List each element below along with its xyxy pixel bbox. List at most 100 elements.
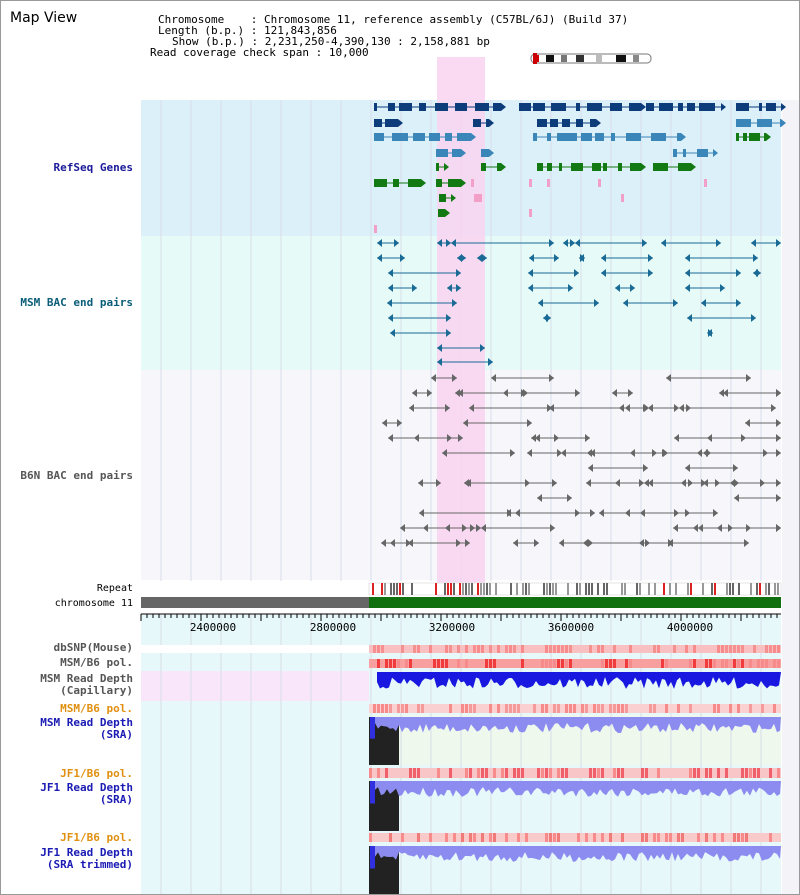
- repeat-element: [471, 583, 473, 595]
- jf1-b6-pol-bar-2-mark: [769, 833, 772, 842]
- track-label-dbsnp[interactable]: dbSNP(Mouse): [53, 641, 133, 654]
- track-label-msm-b6-pol-2[interactable]: MSM/B6 pol.: [60, 702, 133, 715]
- bac-end-left: [687, 314, 692, 322]
- jf1-b6-pol-bar-2-mark: [473, 833, 476, 842]
- bac-end-right: [776, 524, 781, 532]
- jf1-trim-depth-edge: [370, 846, 375, 869]
- bac-end-left: [701, 299, 706, 307]
- bac-end-left: [537, 494, 542, 502]
- dbsnp-bar-mark: [553, 645, 556, 653]
- gene-arrow: [501, 163, 506, 171]
- jf1-b6-pol-bar-2-mark: [593, 833, 596, 842]
- repeat-element: [567, 583, 569, 595]
- track-label-jf1-b6-pol[interactable]: JF1/B6 pol.: [60, 767, 133, 780]
- bac-end-left: [644, 479, 649, 487]
- msm-b6-pol-bar-mark: [601, 659, 604, 668]
- bac-end-left: [751, 239, 756, 247]
- gene-fragment: [529, 179, 532, 187]
- jf1-b6-pol-bar-mark: [537, 768, 540, 778]
- msm-b6-pol-bar-mark: [773, 659, 776, 668]
- gene-exon: [448, 179, 461, 187]
- msm-sra-depth: [375, 717, 781, 733]
- track-label-jf1-b6-pol-2[interactable]: JF1/B6 pol.: [60, 831, 133, 844]
- bac-end-right: [776, 239, 781, 247]
- gene-arrow: [766, 133, 771, 141]
- jf1-b6-pol-bar-mark: [545, 768, 548, 778]
- gene-exon: [452, 149, 461, 157]
- track-label-b6n-bac[interactable]: B6N BAC end pairs: [20, 469, 133, 482]
- bac-end-right: [574, 269, 579, 277]
- msm-b6-pol-bar-2-mark: [621, 704, 624, 713]
- gene-exon: [611, 133, 615, 141]
- msm-b6-pol-bar-2-mark: [401, 704, 404, 713]
- msm-b6-pol-bar-2-mark: [397, 704, 400, 713]
- bac-end-right: [527, 419, 532, 427]
- track-label-refseq[interactable]: RefSeq Genes: [53, 161, 133, 174]
- dbsnp-bar-mark: [509, 645, 512, 653]
- bac-end-left: [583, 539, 588, 547]
- dbsnp-bar-mark: [733, 645, 736, 653]
- gene-exon: [408, 179, 421, 187]
- repeat-element: [384, 583, 386, 595]
- gene-exon: [630, 163, 641, 171]
- track-label-msm-bac[interactable]: MSM BAC end pairs: [20, 296, 133, 309]
- coverage-value: 10,000: [328, 46, 369, 59]
- gene-arrow: [501, 103, 506, 111]
- bac-end-left: [575, 239, 580, 247]
- jf1-b6-pol-bar-mark: [621, 768, 624, 778]
- dbsnp-bar-mark: [477, 645, 480, 653]
- msm-b6-pol-bar-2-mark: [585, 704, 588, 713]
- jf1-b6-pol-bar-2-mark: [417, 833, 420, 842]
- gene-exon: [576, 119, 583, 127]
- repeat-element: [444, 583, 446, 595]
- msm-b6-pol-bar-mark: [661, 659, 664, 668]
- gene-exon: [677, 133, 681, 141]
- jf1-b6-pol-bar-mark: [749, 768, 752, 778]
- ideogram-band: [546, 55, 554, 62]
- msm-b6-pol-bar-mark: [689, 659, 692, 668]
- track-label-chromosome: chromosome 11: [54, 598, 133, 609]
- jf1-b6-pol-bar-2-mark: [653, 833, 656, 842]
- bac-end-left: [586, 479, 591, 487]
- jf1-b6-pol-bar-2-mark: [505, 833, 508, 842]
- gene-exon: [736, 103, 749, 111]
- track-label-jf1-depth-trimmed[interactable]: JF1 Read Depth (SRA trimmed): [40, 846, 133, 871]
- jf1-b6-pol-bar-mark: [521, 768, 524, 778]
- gene-exon: [766, 103, 776, 111]
- axis-tick-label: 2400000: [190, 621, 236, 634]
- repeat-element: [711, 583, 713, 595]
- bac-end-left: [464, 479, 469, 487]
- gene-exon: [473, 119, 481, 127]
- bac-end-right: [776, 434, 781, 442]
- track-label-jf1-depth-sra[interactable]: JF1 Read Depth (SRA): [40, 781, 133, 806]
- bac-end-right: [445, 404, 450, 412]
- jf1-b6-pol-bar-2-mark: [481, 833, 484, 842]
- bac-end-right: [452, 374, 457, 382]
- bac-end-left: [400, 524, 405, 532]
- bac-end-left: [531, 434, 536, 442]
- gene-arrow: [471, 133, 476, 141]
- jf1-b6-pol-bar-2-mark: [577, 833, 580, 842]
- gene-exon: [571, 163, 583, 171]
- bac-end-right: [406, 539, 411, 547]
- track-label-msm-b6-pol[interactable]: MSM/B6 pol.: [60, 656, 133, 669]
- bac-end-right: [436, 479, 441, 487]
- jf1-b6-pol-bar-2-mark: [545, 833, 548, 842]
- gene-arrow: [421, 179, 426, 187]
- jf1-b6-pol-bar-mark: [413, 768, 416, 778]
- gene-exon: [678, 163, 691, 171]
- dbsnp-empty: [141, 645, 369, 653]
- msm-b6-pol-bar-2-mark: [649, 704, 652, 713]
- msm-b6-pol-bar-mark: [721, 659, 724, 668]
- track-label-msm-depth-capillary[interactable]: MSM Read Depth (Capillary): [40, 672, 133, 697]
- track-label-msm-depth-sra[interactable]: MSM Read Depth (SRA): [40, 716, 133, 741]
- gene-exon: [537, 163, 543, 171]
- coverage-info-row: Read coverage check span : 10,000: [150, 46, 369, 59]
- bac-end-right: [643, 404, 648, 412]
- repeat-element: [399, 583, 401, 595]
- msm-b6-pol-bar-mark: [385, 659, 388, 668]
- gene-exon: [683, 149, 686, 157]
- msm-b6-pol-bar-mark: [757, 659, 760, 668]
